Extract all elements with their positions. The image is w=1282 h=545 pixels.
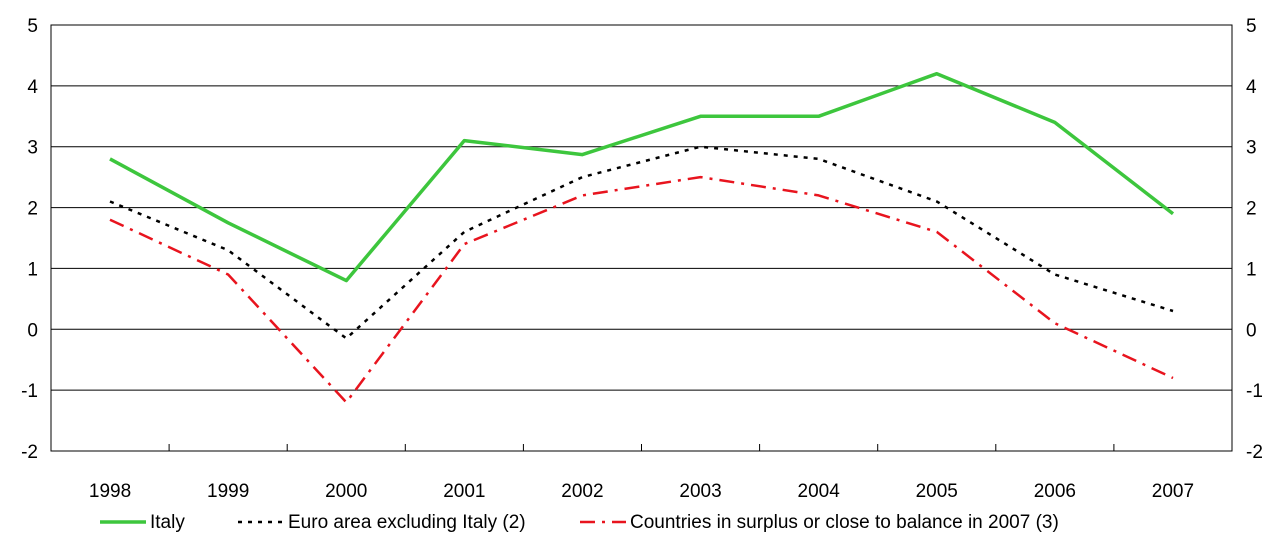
y-tick-label: 5 (27, 16, 38, 37)
y-tick-label-right: 1 (1246, 259, 1257, 280)
legend-label-1: Euro area excluding Italy (2) (288, 512, 526, 533)
y-tick-label-right: -1 (1246, 381, 1263, 402)
y-tick-label-right: 5 (1246, 16, 1257, 37)
y-tick-label: 0 (27, 320, 38, 341)
legend-label-0: Italy (150, 512, 185, 533)
y-tick-label-right: 2 (1246, 199, 1257, 220)
x-tick-label: 2001 (443, 481, 485, 502)
y-tick-label-right: 3 (1246, 138, 1257, 159)
y-axis-left: 5 4 3 2 1 0 -1 -2 (21, 16, 38, 463)
y-tick-label: 2 (27, 199, 38, 220)
x-tick-label: 2005 (916, 481, 958, 502)
y-tick-label: -2 (21, 442, 38, 463)
plot-frame (50, 24, 1233, 452)
y-tick-label-right: 0 (1246, 320, 1257, 341)
series-lines (109, 71, 1175, 404)
legend: Italy Euro area excluding Italy (2) Countr… (100, 512, 1059, 533)
y-tick-label: 3 (27, 138, 38, 159)
x-axis: 1998 1999 2000 2001 2002 2003 2004 2005 2006 2007 (89, 481, 1194, 502)
x-tick-label: 1998 (89, 481, 131, 502)
x-tick-label: 2003 (679, 481, 721, 502)
y-axis-right: 5 4 3 2 1 0 -1 -2 (1246, 16, 1263, 463)
grid-lines (51, 85, 1232, 391)
x-tick-label: 2004 (798, 481, 841, 502)
x-axis-ticks (168, 444, 1115, 451)
x-tick-label: 2000 (325, 481, 367, 502)
x-tick-label: 2006 (1034, 481, 1076, 502)
series-line-0 (109, 71, 1175, 283)
y-tick-label: -1 (21, 381, 38, 402)
y-tick-label-right: 4 (1246, 77, 1257, 98)
series-line-1 (109, 145, 1174, 340)
x-tick-label: 2002 (561, 481, 603, 502)
series-line-2 (109, 175, 1174, 404)
y-tick-label-right: -2 (1246, 442, 1263, 463)
legend-label-2: Countries in surplus or close to balance… (630, 512, 1059, 533)
y-tick-label: 4 (27, 77, 38, 98)
x-tick-label: 2007 (1152, 481, 1194, 502)
x-tick-label: 1999 (207, 481, 249, 502)
y-tick-label: 1 (27, 259, 38, 280)
